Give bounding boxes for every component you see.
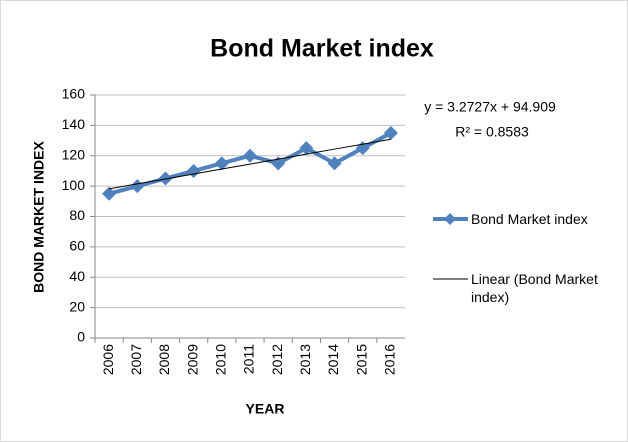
marker [299, 141, 314, 156]
y-tick-label: 60 [69, 238, 85, 254]
legend-label: Linear (Bond Market index) [471, 271, 598, 305]
y-tick-label: 80 [69, 207, 85, 223]
x-tick-label: 2006 [100, 344, 116, 375]
x-tick-label: 2012 [269, 344, 285, 375]
x-tick-label: 2014 [325, 344, 341, 375]
y-axis-label: BOND MARKET INDEX [31, 141, 47, 293]
x-tick-label: 2010 [213, 344, 229, 375]
x-tick-label: 2011 [241, 344, 257, 374]
y-tick-label: 100 [62, 177, 86, 193]
marker [102, 186, 117, 201]
x-tick-label: 2007 [128, 344, 144, 375]
trend-r2: R² = 0.8583 [455, 124, 529, 140]
marker [327, 156, 342, 171]
x-tick-label: 2015 [353, 344, 369, 375]
y-tick-label: 160 [62, 86, 86, 102]
legend-marker [444, 213, 456, 225]
x-tick-label: 2008 [156, 344, 172, 375]
x-axis-label: YEAR [246, 401, 285, 417]
y-tick-label: 40 [69, 268, 85, 284]
trend-line [109, 138, 391, 190]
legend-label: Bond Market index [471, 211, 588, 227]
x-tick-label: 2009 [184, 344, 200, 375]
marker [130, 179, 145, 194]
y-tick-label: 140 [62, 116, 86, 132]
chart-title: Bond Market index [210, 35, 434, 63]
marker [214, 156, 229, 171]
x-tick-label: 2016 [382, 344, 398, 375]
marker [383, 125, 398, 140]
y-tick-label: 0 [77, 329, 85, 345]
marker [243, 148, 257, 163]
y-tick-label: 120 [62, 146, 86, 162]
y-tick-label: 20 [69, 298, 85, 314]
x-tick-label: 2013 [297, 344, 313, 375]
trend-equation: y = 3.2727x + 94.909 [424, 99, 556, 115]
